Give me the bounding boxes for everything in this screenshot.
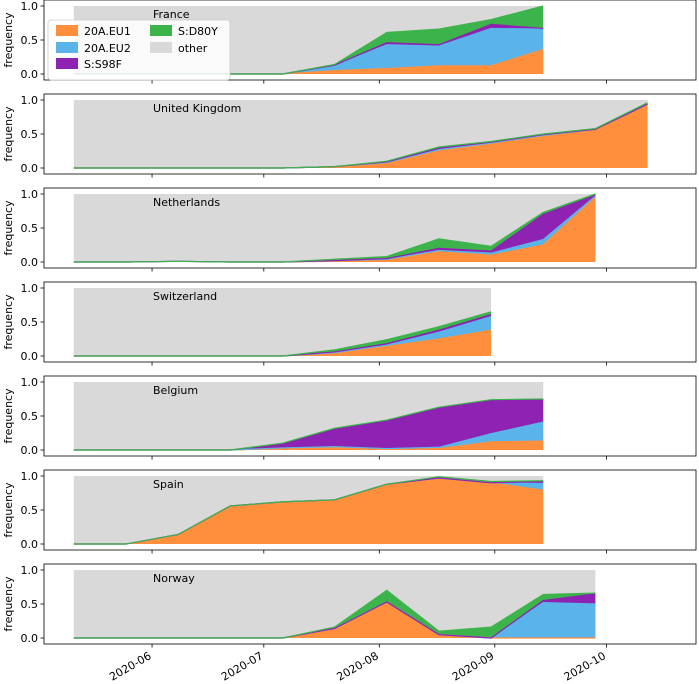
country-label: Netherlands	[153, 196, 220, 209]
legend-entry-s-s98f: S:S98F	[56, 58, 122, 71]
y-tick-label: 1.0	[21, 564, 39, 577]
legend-label: S:D80Y	[178, 25, 218, 38]
y-tick-label: 0.5	[21, 128, 39, 141]
legend-entry-s-d80y: S:D80Y	[150, 25, 218, 38]
area-20a-eu2	[73, 601, 596, 638]
legend-swatch	[150, 42, 172, 53]
panel-belgium: 0.0 0.5 1.0 frequency Belgium	[2, 375, 697, 460]
y-tick-label: 0.0	[21, 444, 39, 457]
y-tick-label: 1.0	[21, 282, 39, 295]
y-axis-label: frequency	[2, 482, 15, 538]
legend-swatch	[150, 25, 172, 36]
area-20a-eu1	[73, 330, 492, 356]
x-tick-label: 2020-06	[107, 649, 153, 683]
area-s-s98f	[73, 399, 544, 450]
y-axis-label: frequency	[2, 388, 15, 444]
y-tick-label: 0.0	[21, 538, 39, 551]
legend-entry-20a-eu1: 20A.EU1	[56, 25, 131, 38]
x-tick-label: 2020-07	[219, 649, 265, 683]
line-s-d80y	[73, 589, 596, 639]
legend-swatch	[56, 58, 78, 69]
y-tick-label: 1.0	[21, 0, 39, 13]
y-tick-label: 0.5	[21, 316, 39, 329]
area-20a-eu1	[73, 104, 648, 168]
panel-united-kingdom: 0.0 0.5 1.0 frequency United Kingdom	[2, 93, 697, 178]
panel-norway: 0.0 0.5 1.0 frequency Norway	[2, 563, 697, 648]
y-tick-label: 1.0	[21, 376, 39, 389]
line-s-d80y	[73, 193, 596, 263]
panels-layer: 0.0 0.5 1.0 frequency France 0.0 0.5 1.0 frequen…	[2, 0, 697, 648]
panel-spain: 0.0 0.5 1.0 frequency Spain	[2, 469, 697, 554]
y-tick-label: 0.5	[21, 410, 39, 423]
x-tick-label: 2020-10	[562, 649, 608, 683]
panel-netherlands: 0.0 0.5 1.0 frequency Netherlands	[2, 187, 697, 272]
line-s-d80y	[73, 398, 544, 451]
legend-entry-other: other	[150, 42, 208, 55]
y-axis-label: frequency	[2, 106, 15, 162]
legend: 20A.EU1 20A.EU2 S:S98F S:D80Y other	[47, 19, 231, 81]
y-tick-label: 0.5	[21, 504, 39, 517]
legend-label: S:S98F	[84, 58, 122, 71]
country-label: France	[153, 8, 190, 21]
y-tick-label: 0.0	[21, 632, 39, 645]
legend-label: other	[178, 42, 208, 55]
y-tick-label: 1.0	[21, 188, 39, 201]
y-tick-label: 0.5	[21, 34, 39, 47]
line-s-d80y	[73, 102, 648, 169]
area-s-d80y	[73, 6, 544, 74]
country-label: Norway	[153, 572, 195, 585]
y-tick-label: 0.0	[21, 162, 39, 175]
y-tick-label: 0.0	[21, 68, 39, 81]
legend-label: 20A.EU2	[84, 42, 131, 55]
x-tick-label: 2020-09	[450, 649, 496, 683]
y-tick-label: 0.5	[21, 222, 39, 235]
country-label: Switzerland	[153, 290, 217, 303]
area-20a-eu2	[73, 28, 544, 74]
area-20a-eu1	[73, 601, 596, 638]
y-tick-label: 1.0	[21, 94, 39, 107]
legend-entry-20a-eu2: 20A.EU2	[56, 42, 131, 55]
x-tick-label: 2020-08	[335, 649, 381, 683]
panel-switzerland: 0.0 0.5 1.0 frequency Switzerland	[2, 281, 697, 366]
area-20a-eu1	[73, 49, 544, 74]
legend-box	[47, 19, 231, 81]
line-s-d80y	[73, 311, 492, 357]
country-label: Spain	[153, 478, 184, 491]
y-axis-label: frequency	[2, 12, 15, 68]
area-20a-eu1	[73, 197, 596, 262]
country-label: United Kingdom	[153, 102, 241, 115]
y-axis-label: frequency	[2, 576, 15, 632]
legend-label: 20A.EU1	[84, 25, 131, 38]
country-label: Belgium	[153, 384, 198, 397]
y-tick-label: 0.0	[21, 350, 39, 363]
legend-swatch	[56, 42, 78, 53]
y-tick-label: 0.5	[21, 598, 39, 611]
legend-swatch	[56, 25, 78, 36]
area-s-d80y	[73, 194, 596, 262]
line-s-d80y	[73, 476, 544, 545]
y-tick-label: 0.0	[21, 256, 39, 269]
x-axis: 2020-06 2020-07 2020-08 2020-09 2020-10	[107, 649, 608, 683]
y-axis-label: frequency	[2, 294, 15, 350]
y-axis-label: frequency	[2, 200, 15, 256]
y-tick-label: 1.0	[21, 470, 39, 483]
